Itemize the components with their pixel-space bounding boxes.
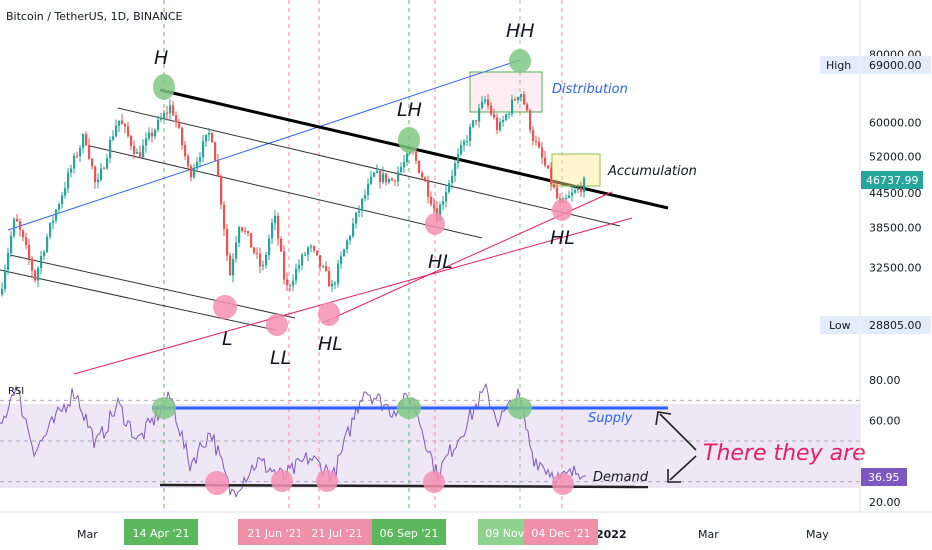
rsi-hl-marker-2 (423, 471, 445, 493)
time-badge-box-0 (124, 519, 198, 545)
label-distribution: Distribution (552, 82, 628, 97)
label-l: L (222, 328, 233, 350)
lh-marker (398, 127, 420, 153)
rsi-tick-0: 80.00 (869, 374, 901, 387)
high-label-box (820, 56, 860, 74)
price-tick-3: 52000.00 (869, 150, 922, 163)
accumulation-box (551, 153, 601, 187)
rsi-line (0, 382, 587, 499)
time-badge-box-5 (524, 519, 598, 545)
label-h: H (154, 47, 168, 69)
price-tick-5: 38500.00 (869, 222, 922, 235)
low-label: Low (829, 319, 851, 332)
callout-arrows (655, 411, 697, 483)
rsi-last-box (861, 468, 907, 486)
rsi-lh-marker (397, 397, 421, 419)
channel-line-5 (0, 269, 276, 331)
ll-marker (266, 314, 288, 336)
label-hh: HH (506, 20, 535, 42)
time-badge-2: 21 Jul '21 (311, 527, 362, 540)
rsi-label: RSI (8, 386, 24, 397)
label-hl-1: HL (318, 333, 343, 355)
high-value-box (861, 56, 931, 74)
annotation-labels: H HH LH L LL HL HL HL Distribution Accum… (154, 20, 866, 485)
label-hl-2: HL (428, 251, 453, 273)
time-badge-box-1 (238, 519, 312, 545)
label-supply: Supply (588, 411, 633, 426)
rsi-axis[interactable]: 80.00 60.00 20.00 (869, 374, 901, 509)
label-hl-3: HL (550, 227, 575, 249)
high-label: High (826, 59, 851, 72)
time-tick-2022: 2022 (596, 528, 627, 541)
label-demand: Demand (593, 470, 649, 485)
channel-line-3 (89, 145, 483, 239)
hl-marker-2 (425, 213, 445, 235)
low-value: 28805.00 (869, 319, 922, 332)
pink-support-1 (73, 217, 633, 375)
rsi-tick-3: 20.00 (869, 496, 901, 509)
label-there-they-are: There they are (703, 441, 866, 466)
distribution-box (469, 71, 543, 113)
rsi-ll-marker (271, 470, 293, 492)
rsi-hl-marker-1 (316, 470, 338, 492)
low-value-box (861, 316, 931, 334)
time-badge-1: 21 Jun '21 (247, 527, 302, 540)
channel-line-4 (9, 254, 296, 319)
rsi-markers (152, 397, 574, 495)
time-badge-3: 06 Sep '21 (380, 527, 439, 540)
channel-line-2 (117, 107, 621, 227)
rsi-tick-1: 60.00 (869, 415, 901, 428)
high-value: 69000.00 (869, 59, 922, 72)
price-tick-2: 60000.00 (869, 116, 922, 129)
l-marker (213, 295, 237, 319)
time-badges: 14 Apr '21 21 Jun '21 21 Jul '21 06 Sep '21… (124, 519, 598, 545)
hl-marker-3 (552, 199, 572, 221)
time-badge-box-3 (372, 519, 446, 545)
rsi-h-marker (152, 397, 176, 419)
rsi-last-value: 36.95 (868, 471, 900, 484)
price-axis[interactable]: 80000.0060000.0052000.0044500.0038500.00… (859, 0, 922, 512)
label-accumulation: Accumulation (607, 164, 697, 179)
rsi-hh-marker (508, 397, 532, 419)
chart-title: Bitcoin / TetherUS, 1D, BINANCE (6, 10, 183, 23)
time-tick-mar-2021: Mar (77, 528, 98, 541)
last-price-box (861, 171, 923, 189)
hl-marker-1 (318, 302, 340, 326)
time-badge-0: 14 Apr '21 (132, 527, 189, 540)
time-badge-5: 04 Dec '21 (531, 527, 590, 540)
low-label-box (820, 316, 860, 334)
time-axis[interactable]: Mar 2022 Mar May (77, 528, 829, 541)
time-badge-box-2 (300, 519, 374, 545)
swing-markers (153, 49, 572, 336)
hh-marker (509, 49, 531, 73)
rsi-hl-marker-3 (552, 473, 574, 495)
label-lh: LH (397, 99, 422, 121)
event-lines (163, 0, 563, 512)
blue-trendline (7, 59, 521, 231)
candles (1, 91, 586, 297)
last-price: 46737.99 (866, 174, 919, 187)
time-tick-may-2022: May (806, 528, 829, 541)
price-tick-4: 44500.00 (869, 187, 922, 200)
label-ll: LL (270, 347, 291, 369)
h-marker (153, 74, 175, 100)
time-tick-mar-2022: Mar (698, 528, 719, 541)
price-tick-6: 32500.00 (869, 262, 922, 275)
rsi-l-marker (205, 471, 229, 495)
